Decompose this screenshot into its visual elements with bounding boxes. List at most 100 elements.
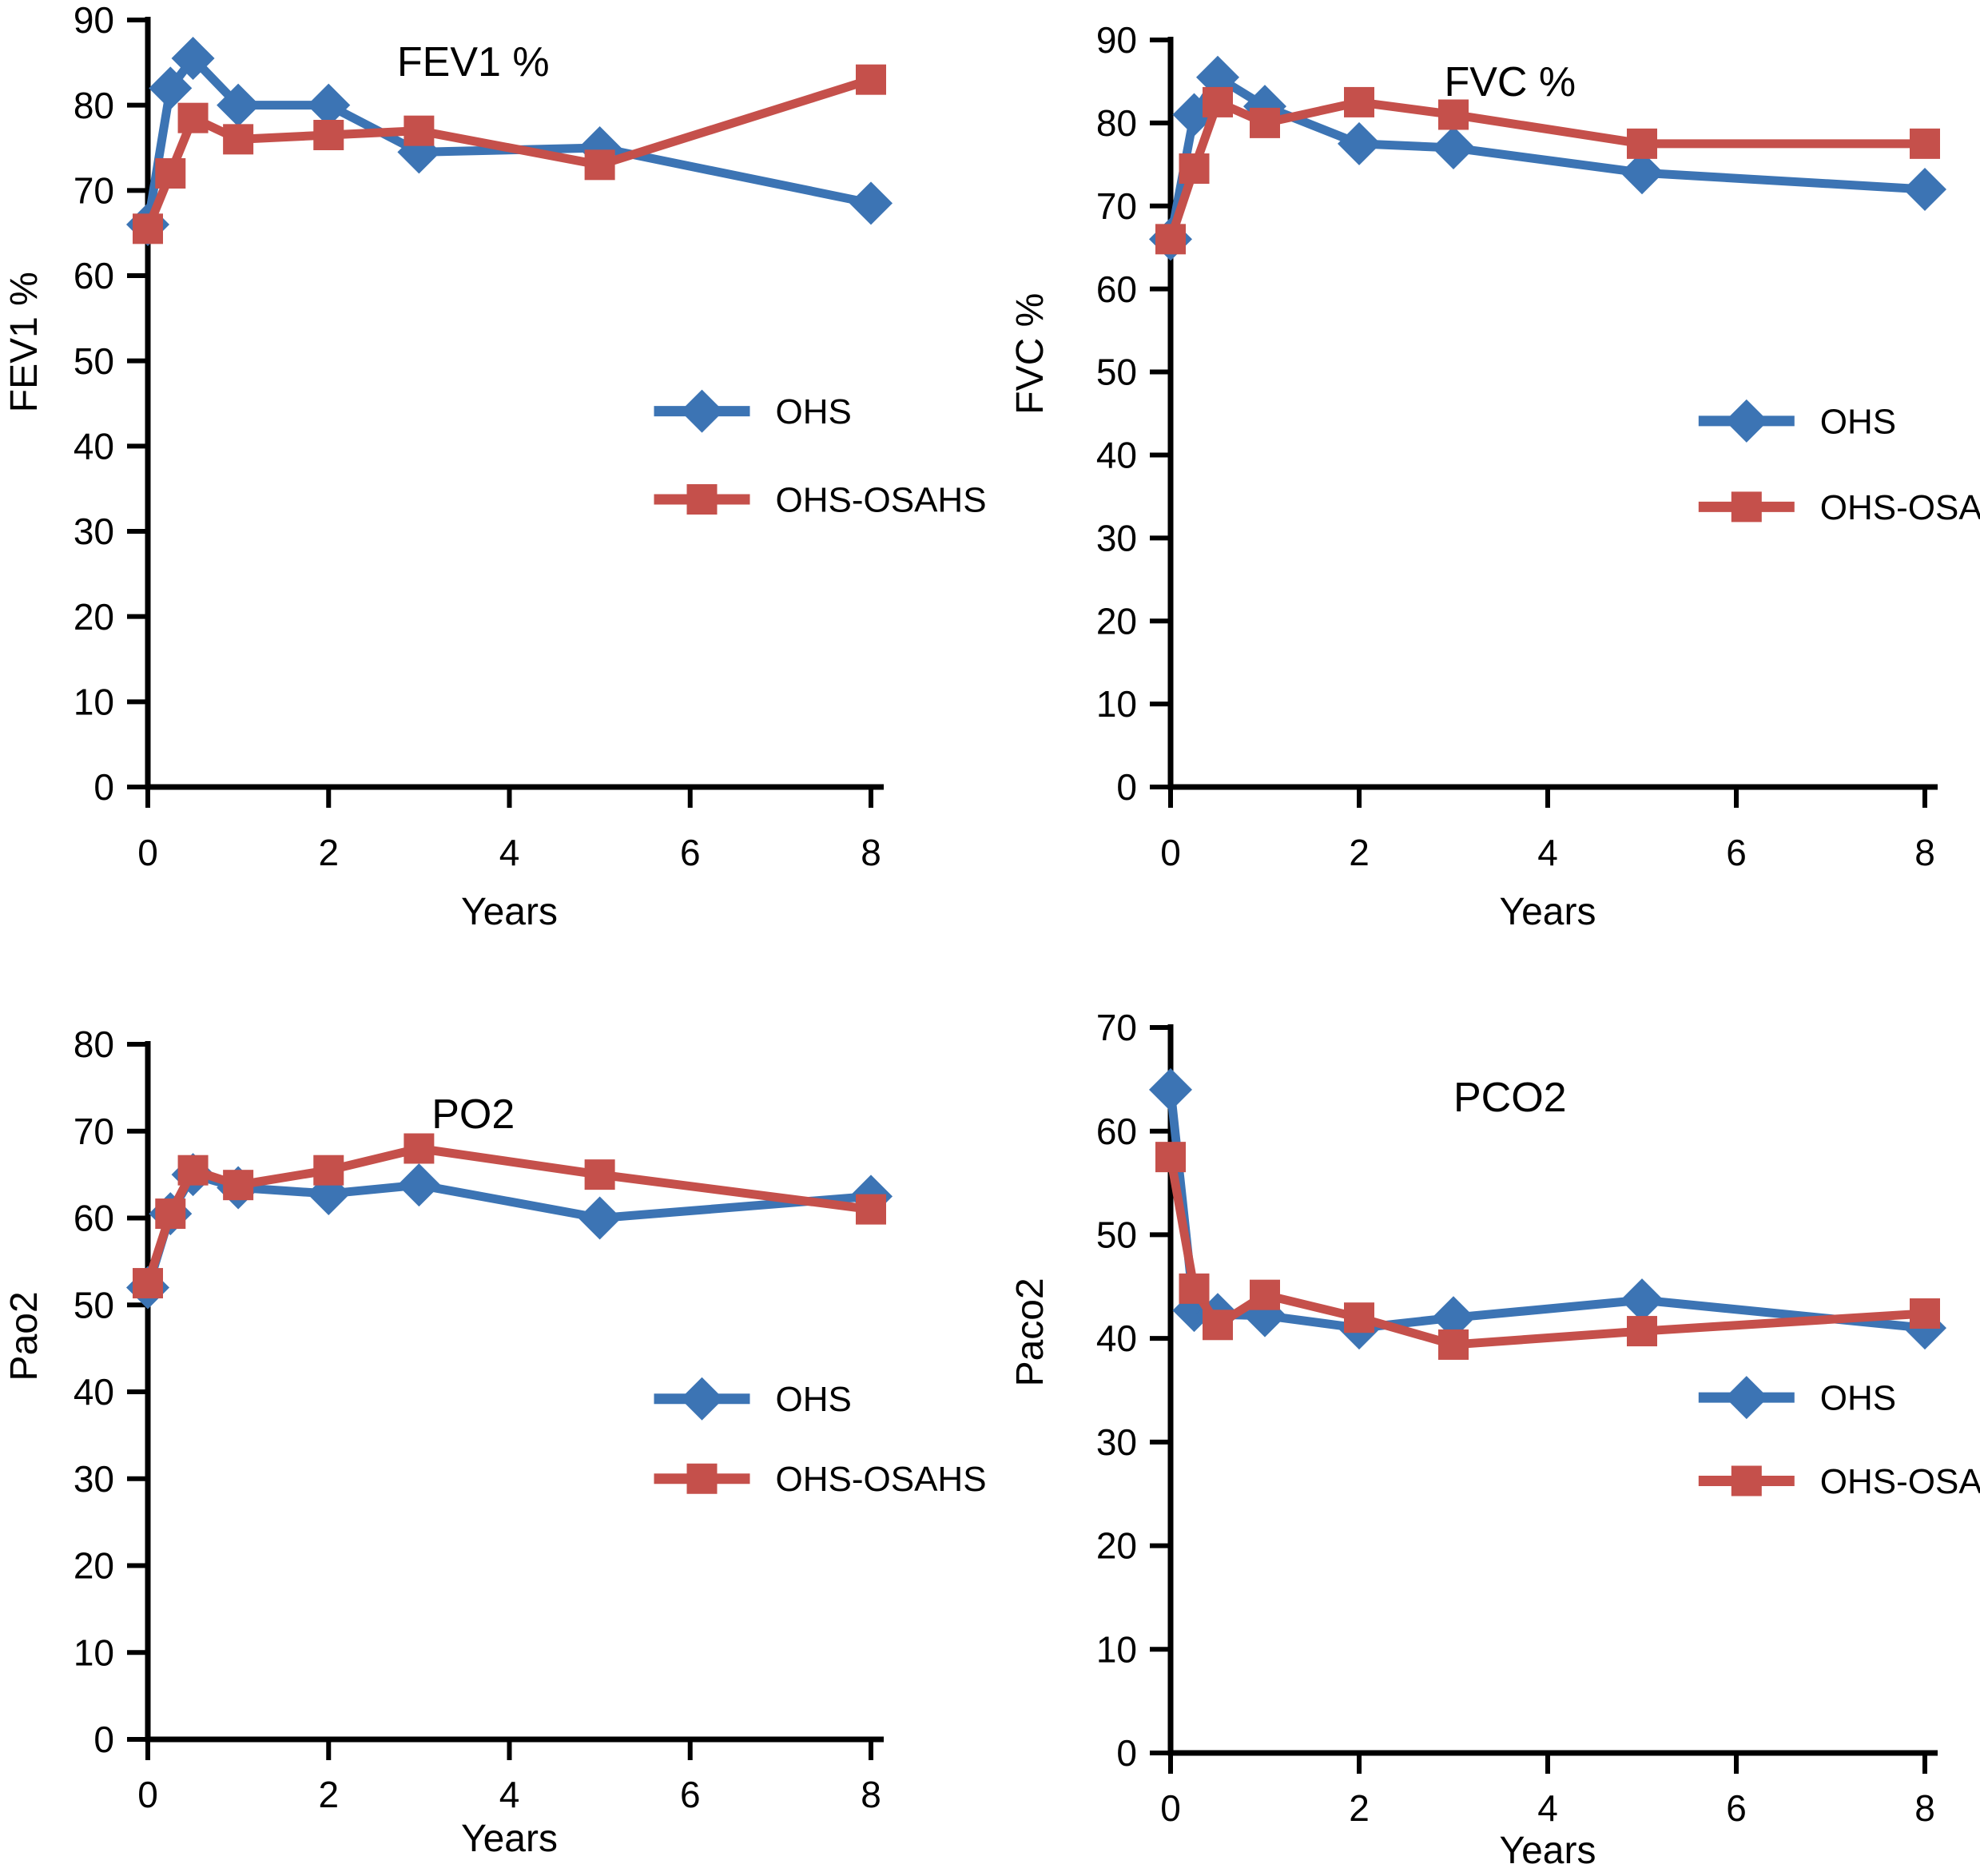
data-point-square [1438, 1329, 1469, 1360]
legend-item-ohs: OHS [1698, 1376, 1896, 1420]
y-tick-label: 90 [74, 0, 114, 41]
y-tick-label: 50 [74, 340, 114, 382]
y-tick-label: 20 [1096, 600, 1137, 642]
series-osahs [1155, 1142, 1940, 1360]
y-tick-label: 40 [74, 1371, 114, 1413]
x-tick-label: 4 [499, 832, 520, 873]
y-tick-label: 10 [74, 1632, 114, 1673]
data-point-square [1910, 1298, 1940, 1329]
data-point-square [1438, 99, 1469, 130]
data-point-diamond [307, 83, 351, 127]
x-tick-label: 4 [499, 1774, 520, 1815]
legend-diamond-icon [680, 1377, 724, 1421]
data-point-square [1250, 1279, 1280, 1310]
y-axis-label: FVC % [1009, 293, 1052, 415]
legend-diamond-icon [680, 389, 724, 433]
x-axis-label: Years [1500, 1830, 1596, 1872]
y-tick-label: 0 [1116, 1732, 1137, 1774]
legend-item-osahs: OHS-OSAHS [1698, 1462, 1980, 1501]
data-point-square [584, 149, 615, 181]
legend-square-icon [686, 484, 718, 515]
y-tick-label: 70 [1096, 185, 1137, 227]
y-tick-label: 50 [1096, 1214, 1137, 1256]
chart-fev1-panel: 0 10 20 30 40 50 60 70 80 90 0 2 4 6 8 Years FEV1 % FEV1 … [3, 0, 987, 933]
data-point-diamond [217, 83, 260, 127]
series-osahs [133, 64, 886, 244]
legend-diamond-icon [1724, 1376, 1768, 1420]
x-tick-label: 8 [1914, 1787, 1935, 1829]
x-tick-label: 8 [861, 1774, 881, 1815]
x-tick-label: 2 [1349, 1787, 1370, 1829]
y-tick-label: 0 [1116, 766, 1137, 808]
y-tick-label: 60 [1096, 268, 1137, 310]
x-tick-label: 8 [1914, 832, 1935, 873]
data-point-square [177, 102, 209, 133]
data-point-diamond [1620, 1278, 1664, 1322]
x-tick-label: 4 [1537, 832, 1558, 873]
legend-label: OHS-OSAHS [1820, 1462, 1980, 1501]
data-point-square [313, 120, 344, 150]
chart-po2-panel: 0 10 20 30 40 50 60 70 80 0 2 4 6 8 Years Pao2 PO2 OHS OHS… [3, 1023, 987, 1860]
chart-title: FVC % [1444, 59, 1576, 105]
y-tick-label: 40 [1096, 1318, 1137, 1359]
legend-label: OHS-OSAHS [1820, 488, 1980, 527]
series-osahs [1155, 86, 1940, 255]
data-point-diamond [1149, 1067, 1192, 1111]
y-tick-label: 60 [1096, 1111, 1137, 1152]
data-point-diamond [171, 37, 215, 80]
data-point-square [1203, 86, 1233, 117]
x-tick-label: 2 [318, 832, 339, 873]
chart-fev1: 0 10 20 30 40 50 60 70 80 90 0 2 4 6 8 Years FEV1 % FEV1 … [3, 0, 987, 933]
data-point-diamond [149, 66, 193, 110]
legend-label: OHS-OSAHS [776, 1460, 987, 1499]
data-point-diamond [1432, 126, 1475, 170]
y-tick-label: 60 [74, 255, 114, 296]
chart-fvc-panel: 0 10 20 30 40 50 60 70 80 90 0 2 4 6 8 Years FVC % FVC % O… [1009, 19, 1980, 933]
y-axis-label: Paco2 [1009, 1278, 1052, 1386]
y-tick-label: 30 [74, 1458, 114, 1500]
y-tick-label: 40 [1096, 435, 1137, 476]
chart-fvc: 0 10 20 30 40 50 60 70 80 90 0 2 4 6 8 Years FVC % FVC % O… [1009, 19, 1980, 933]
y-axis-label: Pao2 [3, 1291, 46, 1381]
chart-pco2-panel: 0 10 20 30 40 50 60 70 0 2 4 6 8 Years Paco2 PCO2 OHS OHS… [1009, 1007, 1980, 1872]
legend-label: OHS [776, 392, 852, 431]
legend-label: OHS [1820, 402, 1896, 441]
y-tick-label: 0 [93, 766, 114, 808]
y-tick-label: 80 [1096, 102, 1137, 144]
data-point-square [1344, 86, 1374, 117]
y-tick-label: 50 [1096, 352, 1137, 393]
y-tick-label: 80 [74, 1023, 114, 1065]
chart-title: FEV1 % [397, 39, 550, 85]
data-point-square [1179, 153, 1210, 185]
data-point-square [1155, 224, 1186, 255]
data-point-diamond [849, 181, 893, 225]
x-tick-label: 6 [1726, 1787, 1747, 1829]
data-point-square [404, 115, 435, 146]
data-point-square [404, 1133, 435, 1164]
x-tick-label: 6 [1726, 832, 1747, 873]
y-tick-label: 20 [1096, 1525, 1137, 1567]
y-tick-label: 30 [74, 511, 114, 552]
y-tick-label: 90 [1096, 19, 1137, 61]
data-point-square [313, 1155, 344, 1186]
x-tick-label: 0 [1160, 1787, 1181, 1829]
x-tick-label: 4 [1537, 1787, 1558, 1829]
legend-square-icon [686, 1463, 718, 1494]
data-point-diamond [397, 1163, 441, 1207]
chart-pco2: 0 10 20 30 40 50 60 70 0 2 4 6 8 Years Paco2 PCO2 OHS OHS… [1009, 1007, 1980, 1872]
legend-item-ohs: OHS [654, 1377, 852, 1421]
legend-item-ohs: OHS [1698, 399, 1896, 443]
data-point-square [1344, 1302, 1374, 1333]
data-point-square [1203, 1310, 1233, 1341]
data-point-square [856, 1194, 886, 1225]
data-point-square [223, 1170, 254, 1201]
series-osahs [133, 1133, 886, 1299]
legend-square-icon [1731, 1465, 1762, 1496]
data-point-diamond [578, 1196, 622, 1240]
series-osahs-line [143, 1144, 876, 1288]
y-tick-label: 70 [74, 1111, 114, 1152]
chart-po2: 0 10 20 30 40 50 60 70 80 0 2 4 6 8 Years Pao2 PO2 OHS OHS… [3, 1023, 987, 1860]
data-point-square [1627, 128, 1657, 159]
x-axis-label: Years [461, 891, 558, 933]
